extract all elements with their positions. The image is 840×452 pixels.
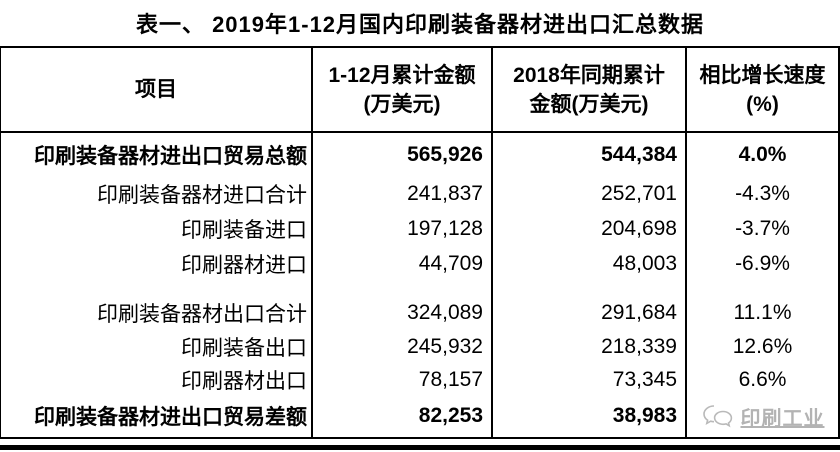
header-cell-growth: 相比增长速度 (%) [687,48,838,131]
amount-2019-cell: 78,157 [313,364,493,395]
amount-2018-cell: 291,684 [493,296,687,330]
amount-2019-cell: 245,932 [313,330,493,364]
amount-2018-cell: 252,701 [493,176,687,211]
growth-cell: 4.0% [738,142,787,166]
table-title: 表一、 2019年1-12月国内印刷装备器材进出口汇总数据 [135,12,705,37]
amount-2019-cell: 197,128 [313,211,493,246]
row-label: 印刷装备器材进口合计 [1,176,313,211]
growth-cell: 印刷工业 [687,395,838,437]
amount-2019-cell: 324,089 [313,296,493,330]
table-row-balance: 印刷装备器材进出口贸易差额 82,253 38,983 印刷工业 [1,395,838,437]
growth-cell: -6.9% [735,251,790,275]
header-cell-amount-2019: 1-12月累计金额 (万美元) [313,48,493,131]
amount-2019-cell: 82,253 [313,395,493,437]
table-row-materials-import: 印刷器材进口 44,709 48,003 -6.9% [1,246,838,281]
watermark-text: 印刷工业 [740,407,825,430]
table-row-equipment-import: 印刷装备进口 197,128 204,698 -3.7% [1,211,838,246]
row-label: 印刷装备器材进出口贸易总额 [1,133,313,176]
header-line: 金额(万美元) [529,92,649,116]
amount-2018-cell: 48,003 [493,246,687,281]
growth-cell: -4.3% [735,181,790,205]
header-cell-amount-2018: 2018年同期累计 金额(万美元) [493,48,687,131]
row-label: 印刷装备器材出口合计 [1,296,313,330]
row-label: 印刷装备器材进出口贸易差额 [1,395,313,437]
growth-cell: 6.6% [738,367,787,391]
amount-2019-cell: 241,837 [313,176,493,211]
amount-2018-cell: 38,983 [493,395,687,437]
header-cell-item: 项目 [1,48,313,131]
header-line: 相比增长速度 [699,63,826,87]
amount-2019-cell: 565,926 [313,133,493,176]
row-label: 印刷器材进口 [1,246,313,281]
row-label: 印刷装备出口 [1,330,313,364]
spacer-row [1,281,838,296]
amount-2019-cell: 44,709 [313,246,493,281]
spacer-cell [1,281,313,296]
growth-cell: 12.6% [732,335,793,358]
amount-2018-cell: 218,339 [493,330,687,364]
table-row-import-total: 印刷装备器材进口合计 241,837 252,701 -4.3% [1,176,838,211]
amount-2018-cell: 73,345 [493,364,687,395]
table-row-materials-export: 印刷器材出口 78,157 73,345 6.6% [1,364,838,395]
amount-2018-cell: 204,698 [493,211,687,246]
bottom-rule [0,445,840,450]
row-label: 印刷器材出口 [1,364,313,395]
header-line: 1-12月累计金额 [328,63,476,87]
table-row-export-total: 印刷装备器材出口合计 324,089 291,684 11.1% [1,296,838,330]
wechat-bubbles-icon [702,405,732,428]
spacer-cell [313,281,493,296]
header-line: (万美元) [363,92,441,116]
spacer-cell [493,281,687,296]
row-label: 印刷装备进口 [1,211,313,246]
growth-cell: 11.1% [733,301,792,324]
watermark: 印刷工业 [701,402,825,431]
header-line: 项目 [135,78,177,101]
growth-cell: -3.7% [735,216,790,240]
header-row: 项目 1-12月累计金额 (万美元) 2018年同期累计 金额(万美元) 相比增… [1,48,838,133]
header-line: (%) [746,92,779,116]
header-line: 2018年同期累计 [513,63,665,87]
table-row-equipment-export: 印刷装备出口 245,932 218,339 12.6% [1,330,838,364]
data-table: 项目 1-12月累计金额 (万美元) 2018年同期累计 金额(万美元) 相比增… [0,46,840,439]
spacer-cell [687,281,838,296]
amount-2018-cell: 544,384 [493,133,687,176]
table-row-total: 印刷装备器材进出口贸易总额 565,926 544,384 4.0% [1,133,838,176]
